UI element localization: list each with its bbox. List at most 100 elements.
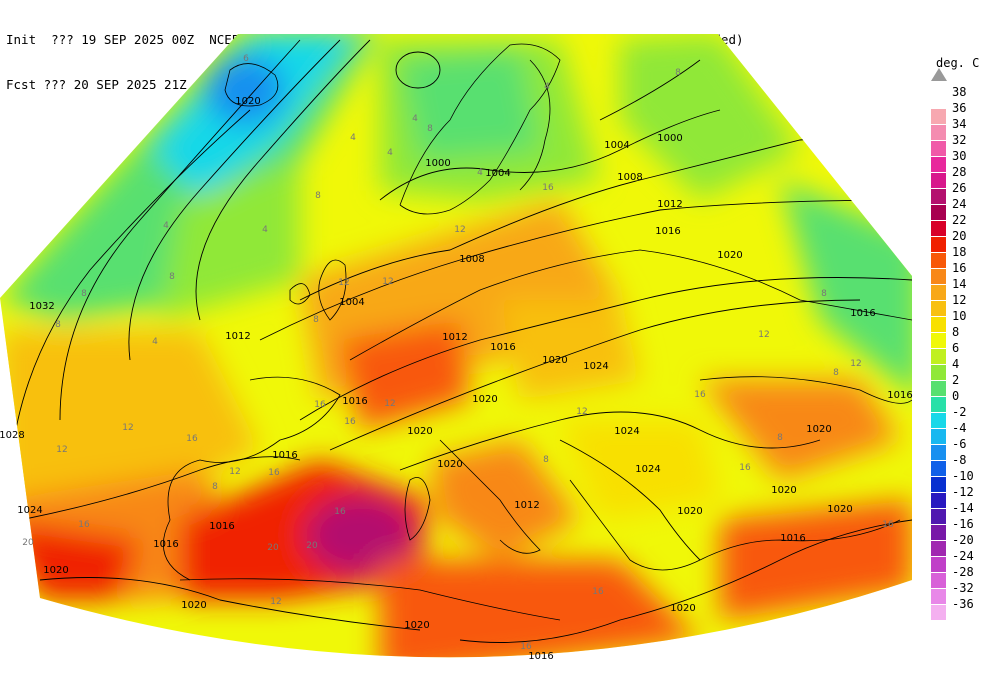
legend-swatch <box>931 413 946 428</box>
dewpoint-label: 8 <box>543 455 549 465</box>
isobar-label: 1020 <box>771 485 796 496</box>
legend-level: -28 <box>928 565 998 588</box>
legend-swatch <box>931 349 946 364</box>
legend-swatch <box>931 605 946 620</box>
dewpoint-label: 12 <box>758 330 769 340</box>
legend-swatch <box>931 445 946 460</box>
legend-level: -10 <box>928 469 998 492</box>
legend-level: -12 <box>928 485 998 508</box>
legend-swatch <box>931 237 946 252</box>
isobar-label: 1004 <box>339 297 364 308</box>
isobar-label: 1020 <box>542 355 567 366</box>
dewpoint-label: 12 <box>454 225 465 235</box>
legend-swatch <box>931 589 946 604</box>
dewpoint-label: 12 <box>850 359 861 369</box>
isobar-label: 1004 <box>604 140 629 151</box>
isobars <box>9 39 912 643</box>
legend-label: 22 <box>952 213 967 227</box>
dewpoint-label: 12 <box>270 597 281 607</box>
dewpoint-label: 8 <box>821 289 827 299</box>
legend-overflow-triangle-icon <box>931 68 947 81</box>
legend-level: 0 <box>928 389 998 412</box>
isobar-label: 1012 <box>225 331 250 342</box>
dewpoint-label: 16 <box>592 587 604 597</box>
dewpoint-label: 4 <box>152 337 158 347</box>
legend-level: 6 <box>928 341 998 364</box>
dewpoint-label: 12 <box>576 407 587 417</box>
dewpoint-label: 4 <box>262 225 268 235</box>
legend-label: 24 <box>952 197 967 211</box>
isobar-label: 1008 <box>617 172 642 183</box>
dewpoint-label: 16 <box>186 434 198 444</box>
legend-label: 30 <box>952 149 967 163</box>
legend-swatch <box>931 397 946 412</box>
legend-label: 16 <box>952 261 967 275</box>
isobar-label: 1000 <box>425 158 450 169</box>
isobar-label: 1016 <box>272 450 297 461</box>
dewpoint-label: 16 <box>334 507 346 517</box>
legend-swatch <box>931 509 946 524</box>
isobar-label: 1020 <box>407 426 432 437</box>
legend-swatch <box>931 141 946 156</box>
dewpoint-label: 12 <box>338 278 349 288</box>
isobar-label: 1012 <box>514 500 539 511</box>
legend-label: 20 <box>952 229 967 243</box>
isobar-label: 1020 <box>181 600 206 611</box>
isobar-label: 1016 <box>655 226 680 237</box>
dewpoint-label: 16 <box>694 390 706 400</box>
dewpoint-label: 4 <box>544 82 550 92</box>
legend-label: -28 <box>952 565 974 579</box>
legend-swatch <box>931 189 946 204</box>
dewpoint-label: 4 <box>477 168 483 178</box>
legend-label: 38 <box>952 85 967 99</box>
legend-label: 26 <box>952 181 967 195</box>
legend-label: 2 <box>952 373 960 387</box>
legend-level: 20 <box>928 229 998 252</box>
dewpoint-label: 16 <box>268 468 280 478</box>
dewpoint-label: 8 <box>169 272 175 282</box>
legend-swatch <box>931 333 946 348</box>
legend-level: 36 <box>928 101 998 124</box>
dewpoint-label: 6 <box>243 54 249 64</box>
isobar-label: 1020 <box>670 603 695 614</box>
legend-label: -6 <box>952 437 967 451</box>
legend-level: 8 <box>928 325 998 348</box>
isobar-label: 1016 <box>887 390 912 401</box>
legend-label: 12 <box>952 293 967 307</box>
dewpoint-label: 16 <box>882 520 894 530</box>
isobar-label: 1032 <box>29 301 54 312</box>
legend-label: -24 <box>952 549 974 563</box>
dewpoint-label: 16 <box>78 520 90 530</box>
dewpoint-label: 16 <box>314 400 326 410</box>
legend-swatch <box>931 173 946 188</box>
legend-label: -4 <box>952 421 967 435</box>
legend-label: -16 <box>952 517 974 531</box>
isobar-label: 1020 <box>404 620 429 631</box>
dewpoint-label: 4 <box>412 114 418 124</box>
legend-level: 18 <box>928 245 998 268</box>
legend-title: deg. C <box>936 56 980 70</box>
legend-swatch <box>931 125 946 140</box>
isobar-label: 1024 <box>583 361 608 372</box>
isobar-label: 1008 <box>459 254 484 265</box>
dewpoint-label: 12 <box>229 467 240 477</box>
legend-level: 28 <box>928 165 998 188</box>
dewpoint-label: 8 <box>777 433 783 443</box>
legend-swatch <box>931 109 946 124</box>
legend-label: 6 <box>952 341 960 355</box>
isobar-label: 1024 <box>17 505 42 516</box>
legend-swatch <box>931 205 946 220</box>
dewpoint-label: 8 <box>55 320 61 330</box>
legend-level: -16 <box>928 517 998 540</box>
legend-swatch <box>931 285 946 300</box>
dewpoint-label: 4 <box>387 148 393 158</box>
dewpoint-label: 8 <box>833 368 839 378</box>
legend-level: 22 <box>928 213 998 236</box>
legend-swatch <box>931 541 946 556</box>
isobar-label: 1020 <box>806 424 831 435</box>
legend-label: -32 <box>952 581 974 595</box>
legend-swatch <box>931 317 946 332</box>
dewpoint-label: 20 <box>22 538 34 548</box>
dewpoint-label: 8 <box>81 289 87 299</box>
